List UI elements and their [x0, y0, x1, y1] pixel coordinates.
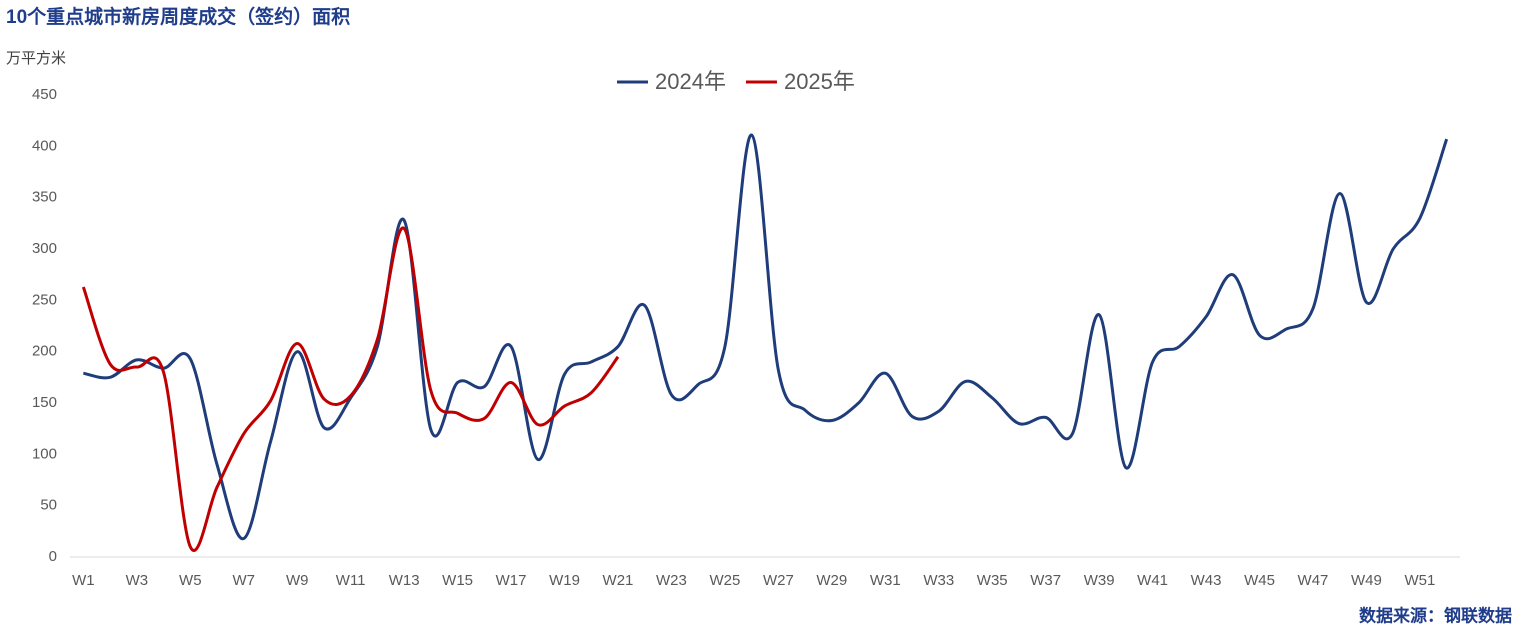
x-tick-label: W1	[72, 572, 95, 589]
y-axis-label: 万平方米	[6, 50, 66, 67]
x-tick-label: W47	[1298, 572, 1329, 589]
source-note: 数据来源：钢联数据	[1359, 605, 1512, 625]
line-series	[81, 226, 620, 552]
chart-title: 10个重点城市新房周度成交（签约）面积	[6, 5, 350, 28]
x-tick-label: W25	[709, 572, 740, 589]
x-tick-label: W5	[179, 572, 202, 589]
x-tick-label: W23	[656, 572, 687, 589]
x-tick-label: W17	[496, 572, 527, 589]
x-tick-label: W27	[763, 572, 794, 589]
line-series	[83, 133, 1449, 541]
x-tick-label: W31	[870, 572, 901, 589]
x-tick-label: W21	[603, 572, 634, 589]
y-tick-label: 50	[40, 497, 57, 514]
x-tick-label: W51	[1404, 572, 1435, 589]
x-tick-label: W11	[336, 572, 366, 589]
x-tick-label: W45	[1244, 572, 1275, 589]
x-tick-label: W39	[1084, 572, 1115, 589]
legend-label: 2025年	[784, 69, 855, 94]
x-tick-label: W35	[977, 572, 1008, 589]
y-tick-label: 350	[32, 189, 57, 206]
x-tick-label: W29	[816, 572, 847, 589]
x-tick-label: W43	[1191, 572, 1222, 589]
x-tick-label: W3	[126, 572, 149, 589]
x-tick-label: W15	[442, 572, 473, 589]
y-tick-label: 200	[32, 343, 57, 360]
x-tick-label: W13	[389, 572, 420, 589]
y-tick-label: 450	[32, 86, 57, 103]
x-tick-label: W37	[1030, 572, 1061, 589]
y-tick-label: 100	[32, 445, 57, 462]
x-tick-label: W19	[549, 572, 580, 589]
x-tick-label: W7	[233, 572, 256, 589]
y-tick-label: 0	[49, 548, 57, 565]
y-tick-label: 300	[32, 240, 57, 257]
x-tick-label: W41	[1137, 572, 1168, 589]
x-tick-label: W33	[923, 572, 954, 589]
y-tick-label: 250	[32, 291, 57, 308]
x-tick-label: W49	[1351, 572, 1382, 589]
y-tick-label: 400	[32, 137, 57, 154]
y-tick-label: 150	[32, 394, 57, 411]
legend-label: 2024年	[655, 69, 726, 94]
x-tick-label: W9	[286, 572, 309, 589]
